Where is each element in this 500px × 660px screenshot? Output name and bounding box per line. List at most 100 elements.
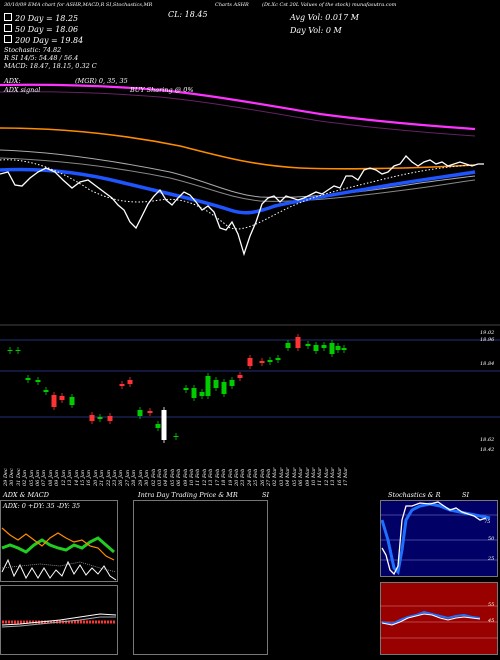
adx-orange-line <box>1 527 115 561</box>
stoch-tick-25: 25 <box>488 556 495 562</box>
legend-macd: MACD: 18.47, 18.15, 0.32 C <box>4 62 97 70</box>
candle-body <box>335 346 341 350</box>
legend-stoch: Stochastic: 74.82 <box>4 46 62 54</box>
legend-mgr: (MGR) 0, 35, 35 <box>75 77 128 85</box>
candle-body <box>137 410 143 416</box>
candle-body <box>267 360 273 362</box>
legend-box-200 <box>4 35 12 43</box>
candle-body <box>205 376 211 396</box>
candle-body <box>25 378 31 380</box>
axis-tick-1: 19.02 <box>480 330 495 336</box>
header-top-line: 30/10/09 EMA chart for ASHR,MACD,R SI,St… <box>4 2 153 8</box>
legend-ema200-text: 200 Day = 19.84 <box>15 36 84 45</box>
stoch-si-label: SI <box>462 491 470 499</box>
macd-signal <box>1 616 116 628</box>
candle-body <box>127 380 133 384</box>
dotted-ma-line <box>0 159 476 230</box>
candle-body <box>295 337 301 348</box>
legend-ema20-text: 20 Day = 18.25 <box>15 14 79 23</box>
legend-ema20: 20 Day = 18.25 <box>4 13 78 23</box>
adx-green-line <box>1 536 115 554</box>
adx-panel <box>0 500 118 582</box>
candle-body <box>15 350 21 351</box>
macd-panel <box>0 585 118 655</box>
candle-body <box>329 343 335 354</box>
candle-body <box>305 344 311 346</box>
candle-body <box>275 358 281 360</box>
candle-body <box>7 350 13 351</box>
ma-grey-1 <box>0 149 476 198</box>
legend-buy: BUY Sharing @ 0% <box>130 86 194 94</box>
candle-body <box>51 395 57 407</box>
candle-body <box>119 384 125 386</box>
ema20-line <box>0 167 476 215</box>
candle-body <box>43 390 49 392</box>
candle-body <box>35 380 41 382</box>
close-label: CL: 18.45 <box>168 10 208 19</box>
intraday-si-label: SI <box>262 491 270 499</box>
macd-line <box>1 613 117 626</box>
candle-body <box>183 388 189 390</box>
legend-box-50 <box>4 24 12 32</box>
candle-body <box>173 436 179 437</box>
rsi-tick-70: 55 <box>488 602 495 608</box>
candle-body <box>59 396 65 400</box>
price-line <box>0 155 484 257</box>
axis-tick-3: 18.84 <box>480 361 495 367</box>
candle-body <box>155 424 161 428</box>
candle-body <box>259 361 265 363</box>
candle-body <box>161 410 167 440</box>
candle-body <box>89 415 95 421</box>
stoch-tick-50: 50 <box>488 536 495 542</box>
legend-ema200: 200 Day = 19.84 <box>4 35 83 45</box>
axis-tick-4: 18.62 <box>480 437 495 443</box>
legend-adx-signal: ADX signal <box>4 86 41 94</box>
legend-rsi: R SI 14/5: 54.48 / 56.4 <box>4 54 79 62</box>
rsi-blue-line <box>381 610 481 626</box>
right-top-text: (Dt.Xc Cst 20L Values of the stock) muna… <box>262 2 397 8</box>
candle-body <box>147 411 153 413</box>
stoch-white-line <box>381 501 487 576</box>
stoch-tick-75: 75 <box>484 519 491 525</box>
candle-body <box>107 416 113 421</box>
candle-body <box>199 392 205 396</box>
legend-box-20 <box>4 13 12 21</box>
stoch-panel-title: Stochastics & R <box>388 491 441 499</box>
candle-body <box>341 348 347 350</box>
candle-body <box>191 388 197 398</box>
intraday-panel-title: Intra Day Trading Price & MR <box>138 491 238 499</box>
axis-tick-2: 18.96 <box>480 337 495 343</box>
legend-ema50-text: 50 Day = 18.06 <box>15 25 79 34</box>
rsi-tick-50: 45 <box>488 618 495 624</box>
candle-body <box>213 380 219 388</box>
candle-body <box>285 343 291 348</box>
adx-white-line <box>1 558 117 581</box>
legend-adx: ADX: <box>4 77 21 85</box>
adx-panel-title: ADX & MACD <box>3 491 49 499</box>
candle-body <box>247 358 253 366</box>
intraday-panel <box>133 500 268 655</box>
day-vol: Day Vol: 0 M <box>290 26 342 35</box>
candle-body <box>237 375 243 378</box>
ema50-line <box>0 127 476 170</box>
ema200-line <box>0 83 476 131</box>
candle-body <box>97 417 103 419</box>
candle-body <box>321 345 327 348</box>
legend-ema50: 50 Day = 18.06 <box>4 24 78 34</box>
candle-body <box>229 380 235 386</box>
axis-tick-5: 18.42 <box>480 447 495 453</box>
candle-body <box>221 382 227 394</box>
candle-body <box>69 397 75 405</box>
candle-body <box>313 345 319 351</box>
adx-readout: ADX: 0 +DY: 35 -DY: 35 <box>3 502 81 510</box>
ma-grey-2 <box>0 157 476 202</box>
adx-grey-line <box>1 561 117 573</box>
chart-title: Charts ASHR <box>215 2 249 8</box>
avg-vol: Avg Vol: 0.017 M <box>290 13 359 22</box>
